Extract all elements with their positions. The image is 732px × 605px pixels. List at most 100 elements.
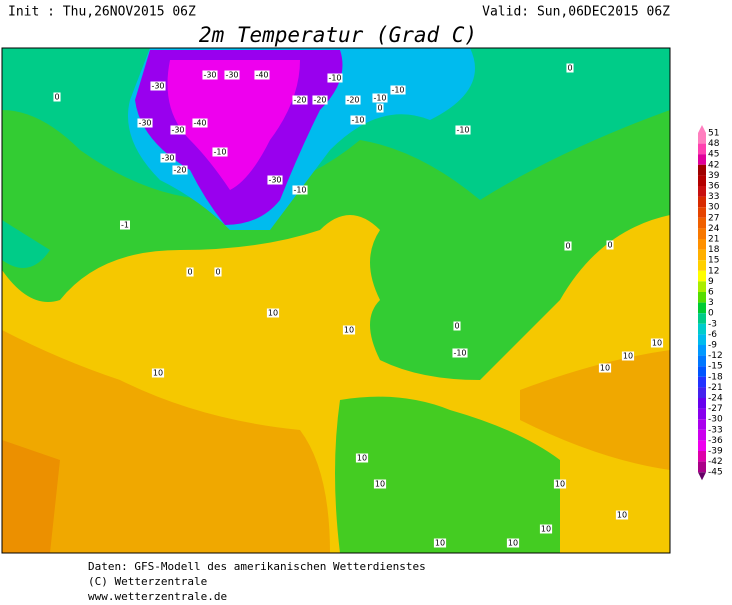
contour-label-bg bbox=[621, 351, 635, 361]
colorbar-label: -12 bbox=[708, 351, 723, 361]
contour-label: -30 bbox=[161, 154, 174, 163]
colorbar-swatch bbox=[698, 154, 706, 165]
colorbar-swatch bbox=[698, 398, 706, 409]
colorbar-swatch bbox=[698, 260, 706, 271]
colorbar-label: 45 bbox=[708, 150, 719, 160]
contour-label: 0 bbox=[215, 268, 220, 277]
colorbar-swatch bbox=[698, 429, 706, 441]
contour-label-bg bbox=[553, 479, 567, 489]
contour-label-bg bbox=[170, 125, 186, 135]
contour-label-bg bbox=[373, 479, 387, 489]
contour-label: 10 bbox=[555, 480, 565, 489]
contour-label: 0 bbox=[54, 93, 59, 102]
contour-label: 10 bbox=[375, 480, 385, 489]
contour-label-bg bbox=[266, 308, 280, 318]
contour-label: -30 bbox=[203, 71, 216, 80]
footer-line: www.wetterzentrale.de bbox=[88, 590, 227, 603]
contour-label: 0 bbox=[377, 104, 382, 113]
map-labels: -30-30 -30 -40-30-20-10-20 -10-10-30 -40-30-… bbox=[53, 63, 664, 548]
colorbar-label: 12 bbox=[708, 266, 719, 276]
contour-label: 0 bbox=[454, 322, 459, 331]
contour-label: -10 bbox=[391, 86, 404, 95]
colorbar-swatch bbox=[698, 366, 706, 377]
contour-label-bg bbox=[433, 538, 447, 548]
colorbar-label: -21 bbox=[708, 383, 723, 393]
contour-label: -20 bbox=[293, 96, 306, 105]
valid-time: Valid: Sun,06DEC2015 06Z bbox=[482, 5, 670, 20]
colorbar-label: 51 bbox=[708, 129, 719, 139]
contour-label-bg bbox=[327, 73, 343, 83]
contour-label: -20 bbox=[313, 96, 326, 105]
contour-label: -10 bbox=[213, 148, 226, 157]
land-green bbox=[335, 396, 560, 553]
contour-label-bg bbox=[376, 103, 384, 113]
contour-label-bg bbox=[506, 538, 520, 548]
colorbar-label: 0 bbox=[708, 309, 714, 319]
contour-label-bg bbox=[137, 118, 153, 128]
colorbar-label: -9 bbox=[708, 341, 717, 351]
contour-label-bg bbox=[312, 95, 328, 105]
map bbox=[1, 47, 671, 554]
colorbar-swatch bbox=[698, 270, 706, 282]
contour-label: 0 bbox=[567, 64, 572, 73]
contour-label-bg bbox=[172, 165, 188, 175]
contour-label: -10 bbox=[453, 349, 466, 358]
colorbar-swatch bbox=[698, 143, 706, 155]
colorbar-swatch bbox=[698, 387, 706, 398]
colorbar-label: 6 bbox=[708, 288, 714, 298]
contour-label: 10 bbox=[623, 352, 633, 361]
colorbar-swatch bbox=[698, 451, 706, 462]
colorbar-swatch bbox=[698, 292, 706, 303]
warm-ocean bbox=[2, 330, 330, 553]
contour-label: -1 bbox=[121, 221, 129, 230]
map-title: 2m Temperatur (Grad C) bbox=[199, 23, 477, 47]
colorbar-swatch bbox=[698, 164, 706, 176]
colorbar-label: 24 bbox=[708, 224, 720, 234]
colorbar-label: 3 bbox=[708, 298, 714, 308]
colorbar-swatch bbox=[698, 408, 706, 420]
map-frame bbox=[1, 47, 671, 554]
colorbar-swatch bbox=[698, 133, 706, 144]
colorbar-swatch bbox=[698, 345, 706, 356]
contour-label: 10 bbox=[541, 525, 551, 534]
colorbar-label: 9 bbox=[708, 277, 714, 287]
footer-line: Daten: GFS-Modell des amerikanischen Wet… bbox=[88, 560, 426, 573]
contour-label-bg bbox=[345, 95, 361, 105]
colorbar-label: -6 bbox=[708, 330, 717, 340]
greenland-core bbox=[167, 60, 300, 190]
colorbar-label: -27 bbox=[708, 404, 723, 414]
contour-label: 10 bbox=[268, 309, 278, 318]
contour-label-bg bbox=[202, 70, 218, 80]
contour-label-bg bbox=[372, 93, 388, 103]
colorbar-label: -3 bbox=[708, 319, 717, 329]
contour-label-bg bbox=[615, 510, 629, 520]
colorbar-label: 39 bbox=[708, 171, 720, 181]
init-time: Init : Thu,26NOV2015 06Z bbox=[8, 5, 196, 20]
contour-label-bg bbox=[453, 321, 461, 331]
colorbar-label: -45 bbox=[708, 468, 723, 478]
contour-label: 10 bbox=[357, 454, 367, 463]
colorbar-label: 18 bbox=[708, 245, 720, 255]
colorbar-swatch bbox=[698, 461, 706, 473]
colorbar-label: -30 bbox=[708, 415, 723, 425]
colorbar-swatch bbox=[698, 186, 706, 197]
contour-label: 10 bbox=[508, 539, 518, 548]
cool-region bbox=[2, 220, 50, 268]
colorbar-swatch bbox=[698, 228, 706, 239]
contour-label-bg bbox=[150, 81, 166, 91]
contour-label-bg bbox=[224, 70, 240, 80]
contour-label: -40 bbox=[193, 119, 206, 128]
colorbar-label: -42 bbox=[708, 457, 723, 467]
colorbar-swatch bbox=[698, 281, 706, 292]
contour-label-bg bbox=[650, 338, 664, 348]
contour-label: -30 bbox=[171, 126, 184, 135]
colorbar-tip bbox=[698, 472, 706, 481]
contour-label: -30 bbox=[151, 82, 164, 91]
contour-label: 10 bbox=[600, 364, 610, 373]
colorbar-label: 21 bbox=[708, 235, 719, 245]
warm-sea bbox=[520, 350, 670, 470]
colorbar-label: -18 bbox=[708, 372, 723, 382]
contour-label-bg bbox=[120, 220, 130, 230]
contour-label-bg bbox=[598, 363, 612, 373]
